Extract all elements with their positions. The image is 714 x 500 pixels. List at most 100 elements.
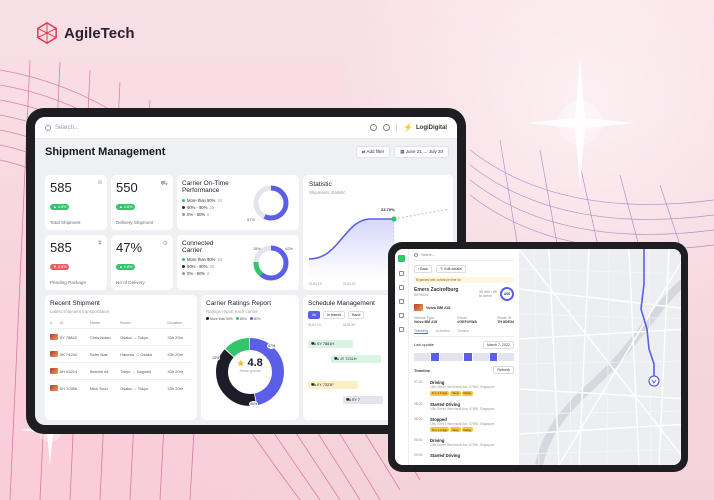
tab-hand[interactable]: Hand	[347, 311, 365, 320]
thumbnail	[50, 351, 58, 358]
tracking-map[interactable]	[519, 249, 681, 465]
stat-label: Delivery Shipment	[116, 220, 154, 225]
brand-header: AgileTech	[36, 22, 135, 44]
detail-value: #OEF4YWA	[457, 320, 477, 324]
help-icon[interactable]	[370, 124, 378, 131]
schedule-bar[interactable]: ⛟ SY 7881H	[308, 340, 353, 348]
timeline-event[interactable]: 08:00 Started Driving 10th Street, Bernha…	[414, 401, 495, 411]
lightning-icon: ⚡	[403, 123, 413, 132]
tracking-screen: Search... ‹ Back ✎ Edit details Expected…	[395, 249, 681, 465]
card-title: Connected Carrier	[182, 240, 214, 255]
app-logo-icon	[398, 255, 405, 262]
shipment-sub: 0075024	[414, 293, 428, 297]
page-title: Shipment Management	[45, 146, 166, 158]
table-header: # ID Name Route Duration	[50, 320, 183, 326]
legend-item: 0% - 60% 6	[182, 212, 294, 217]
activity-strip	[414, 353, 514, 361]
stat-badge: ▲ 4.8%	[50, 204, 70, 210]
thumbnail	[50, 385, 58, 392]
schedule-bar[interactable]: ⛟ JY 7231H	[331, 355, 381, 363]
carrier-name: Volvo BM 218	[426, 305, 451, 310]
table-row[interactable]: AH 63214 Ibrahim Ali Tokyo → Kagoshi 33h…	[50, 362, 192, 379]
tracking-panel: Search... ‹ Back ✎ Edit details Expected…	[409, 249, 519, 465]
edit-details-button[interactable]: ✎ Edit details	[436, 265, 466, 273]
card-subtitle: Shipments statistic	[309, 190, 346, 196]
thumbnail	[50, 334, 58, 341]
card-subtitle: Latest shipment transportation	[50, 309, 110, 315]
side-rail	[395, 249, 409, 465]
refresh-button[interactable]: Refresh	[493, 366, 514, 374]
timeline-event[interactable]: 07:31 Driving 15th Street, Bernhardt Ave,…	[414, 380, 495, 396]
detail-label: Vehicle Type	[414, 316, 435, 320]
legend-item: More than 90% 34	[182, 257, 294, 262]
legend-item: 80%	[235, 317, 247, 321]
map-icon[interactable]	[399, 299, 404, 304]
segment-label: 47%	[267, 343, 277, 349]
back-button[interactable]: ‹ Back	[414, 265, 433, 273]
gear-icon: ⚙	[162, 241, 168, 247]
gauge-right-percent: 62%	[285, 247, 293, 251]
rating-score: 4.8	[247, 357, 263, 369]
timeline-event[interactable]: 08:40 Driving 10th Street, Bernhardt Ave,…	[414, 438, 495, 447]
peak-label: 23.70%	[381, 207, 395, 212]
tab-all[interactable]: All	[308, 311, 320, 320]
ratings-donut-chart	[216, 338, 284, 406]
stat-value: 585	[50, 240, 72, 255]
progress-ring: 4/10	[500, 287, 514, 301]
schedule-bar[interactable]: ⛟ XY 7323F	[308, 381, 358, 389]
table-row[interactable]: SY 78842 Chris Nolan Osaka → Tokyo 33h 2…	[50, 328, 192, 345]
notification-icon[interactable]	[383, 124, 391, 131]
search-bar[interactable]: Search...	[414, 253, 514, 261]
agiletech-logo-icon	[37, 22, 57, 44]
ratings-center: ★ 4.8 Above ground	[213, 357, 287, 373]
sparkle-icon	[525, 58, 635, 188]
search-bar[interactable]: Search...	[45, 124, 79, 131]
table-row[interactable]: SK 74254 Safer Nas Haneda → Osaka 33h 20…	[50, 345, 192, 362]
tab-in-transit[interactable]: In transit	[323, 311, 345, 320]
donut-segment	[216, 338, 284, 406]
route-path	[640, 249, 655, 379]
top-bar: Search... ⚡ LogiDigital	[35, 117, 457, 139]
gauge-percent: 57%	[247, 217, 256, 222]
card-title: Statistic	[309, 181, 332, 188]
org-switcher[interactable]: ⚡ LogiDigital	[396, 123, 447, 132]
truck-icon[interactable]	[399, 313, 404, 318]
table-row[interactable]: SH 70456 Mick Touri Osaka → Tokyo 33h 20…	[50, 379, 192, 396]
legend-item: 60% - 90% 25	[182, 264, 294, 269]
home-icon[interactable]	[399, 271, 404, 276]
stat-card-pending-package: 585 ▼ 2.8% ⧗ Pending Package	[45, 235, 107, 290]
date-picker[interactable]: March 7, 2022	[483, 341, 514, 349]
card-title: Carrier Ratings Report	[206, 300, 272, 307]
box-icon: ⧈	[98, 180, 102, 186]
dashboard-screen: Search... ⚡ LogiDigital Shipment Managem…	[35, 117, 457, 425]
tracking-tablet: Search... ‹ Back ✎ Edit details Expected…	[388, 242, 688, 472]
stat-value: 47%	[116, 240, 143, 255]
x-label: SUN 20	[342, 323, 356, 328]
segment-label: 40%	[249, 401, 259, 407]
recent-shipment-card: Recent Shipment Latest shipment transpor…	[45, 295, 197, 420]
date-range-picker[interactable]: ▦ June 21 → July 20	[394, 146, 449, 158]
add-filter-button[interactable]: ⇄ Add filter	[355, 146, 391, 158]
box-icon[interactable]	[399, 285, 404, 290]
stat-card-delivery-shipment: 550 ▲ 2.8% ⛟ Delivery Shipment	[111, 175, 173, 230]
legend-item: 60% - 90% 25	[182, 205, 294, 210]
star-icon: ★	[237, 359, 245, 368]
settings-icon[interactable]	[399, 327, 404, 332]
carrier-ratings-card: Carrier Ratings Report Ratings report ea…	[201, 295, 299, 420]
stat-value: 585	[50, 180, 72, 195]
ontime-gauge	[253, 185, 289, 221]
tab-tracking[interactable]: Tracking	[414, 329, 428, 334]
rating-caption: Above ground	[239, 369, 261, 373]
legend-item: 60%	[249, 317, 260, 321]
thumbnail	[50, 368, 58, 375]
brand-name: AgileTech	[64, 24, 135, 42]
timeline-event[interactable]: 08:20 Stopped 15th Street, Bernhardt Ave,…	[414, 416, 495, 432]
stat-label: Total Shipment	[50, 220, 81, 225]
tab-details[interactable]: Details	[457, 329, 469, 333]
stat-label: Pending Package	[50, 280, 87, 285]
timeline-event[interactable]: 09:05 Started Driving	[414, 453, 461, 458]
stat-value: 550	[116, 180, 138, 195]
schedule-bar[interactable]: ⛟ SY 7	[343, 396, 383, 404]
tab-activities[interactable]: Activities	[435, 329, 450, 333]
x-label: SUN 20	[343, 282, 356, 286]
